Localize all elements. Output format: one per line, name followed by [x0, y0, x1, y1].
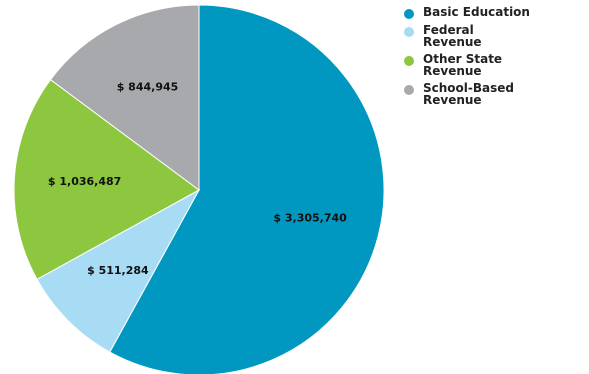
legend-label: Federal Revenue — [423, 23, 482, 49]
legend-item-other-state-revenue: Other State Revenue — [404, 53, 586, 77]
pie-slice-school-based-revenue — [49, 4, 200, 191]
legend-item-federal-revenue: Federal Revenue — [404, 24, 586, 48]
legend-label: Other State Revenue — [423, 52, 503, 78]
chart-legend: Basic Education Federal Revenue Other Stat… — [404, 6, 586, 111]
legend-swatch-icon — [404, 9, 414, 19]
legend-label: School-Based Revenue — [423, 81, 514, 107]
pie-value-labels: $ 3,305,740 $ 511,284 $ 1,036,487 $ 844,945 — [48, 81, 347, 278]
legend-label: Basic Education — [423, 5, 530, 19]
legend-item-school-based-revenue: School-Based Revenue — [404, 82, 586, 106]
value-label-federal-revenue: $ 511,284 — [87, 264, 149, 277]
pie-slice-other-state-revenue — [13, 78, 200, 280]
legend-item-basic-education: Basic Education — [404, 6, 586, 19]
value-label-other-state-revenue: $ 1,036,487 — [48, 175, 121, 188]
legend-swatch-icon — [404, 85, 414, 95]
legend-swatch-icon — [404, 27, 414, 37]
pie-slices — [13, 4, 385, 374]
value-label-school-based-revenue: $ 844,945 — [117, 81, 179, 94]
pie-slice-basic-education — [109, 4, 385, 374]
value-label-basic-education: $ 3,305,740 — [273, 212, 347, 225]
pie-slice-federal-revenue — [36, 188, 201, 353]
legend-swatch-icon — [404, 56, 414, 66]
